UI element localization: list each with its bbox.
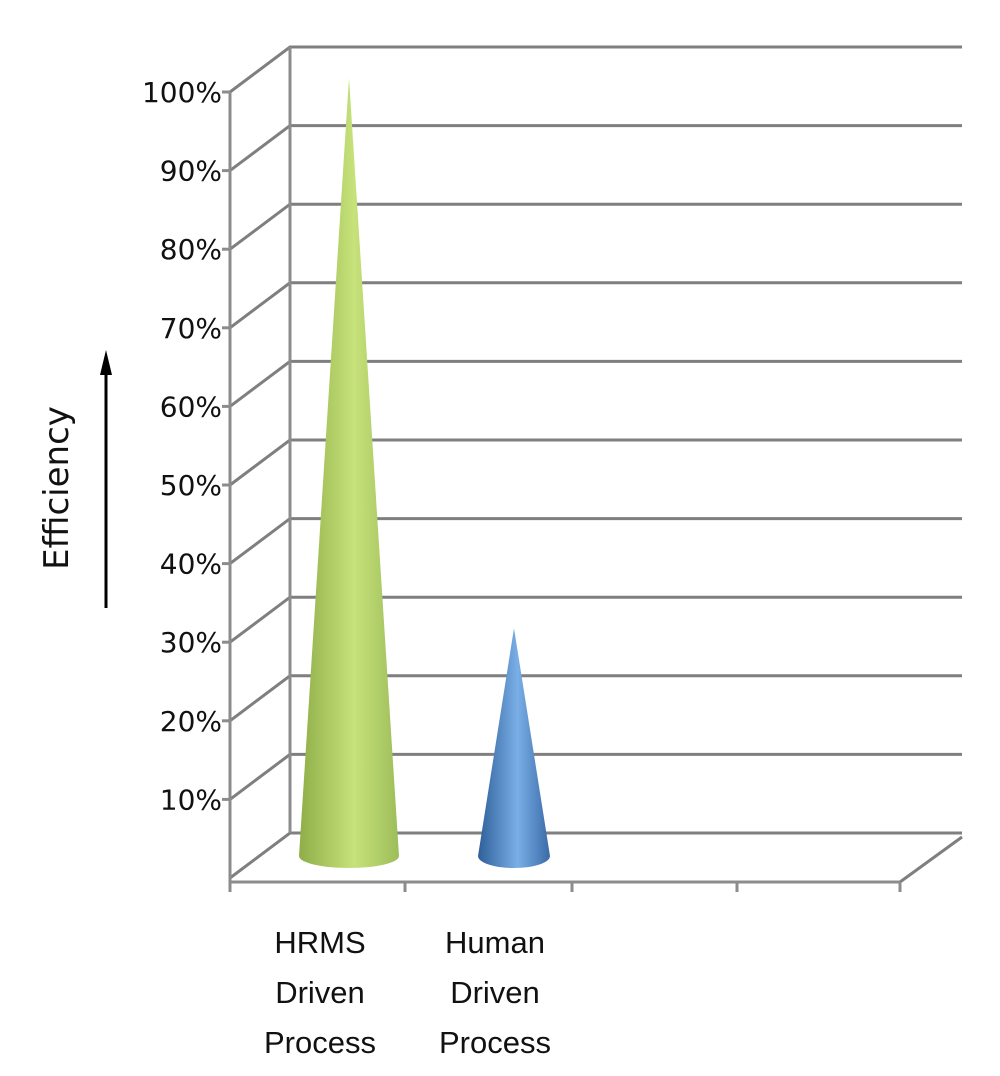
gridline	[229, 45, 962, 94]
axes	[222, 47, 902, 892]
y-tick-label: 20%	[160, 705, 222, 738]
gridline	[229, 124, 962, 172]
data-marks	[299, 78, 550, 868]
floor-edge	[899, 835, 963, 884]
x-category-label-line: Driven	[450, 975, 540, 1010]
y-axis-title: Efficiency	[37, 406, 77, 570]
x-category-label-line: Process	[264, 1025, 376, 1060]
x-category-label: HRMS Driven Process	[264, 925, 376, 1060]
y-tick-label: 90%	[160, 155, 222, 188]
x-category-label-line: Human	[445, 925, 545, 960]
tick-labels: 10% 20% 30% 40% 50% 60% 70% 80% 90% 100% HRMS Drive…	[142, 76, 551, 1060]
y-tick-label: 30%	[160, 626, 222, 659]
x-category-label: Human Driven Process	[439, 925, 551, 1060]
y-axis-arrow-head	[100, 350, 112, 375]
x-category-label-line: Driven	[275, 975, 365, 1010]
x-category-label-line: HRMS	[274, 925, 365, 960]
y-tick-label: 70%	[160, 312, 222, 345]
y-tick-label: 40%	[160, 548, 222, 581]
y-tick-label: 60%	[160, 390, 222, 423]
y-tick-label: 50%	[160, 469, 222, 502]
y-tick-label: 80%	[160, 233, 222, 266]
cone-bar	[299, 78, 399, 868]
axis-title-group: Efficiency	[37, 350, 112, 608]
y-tick-label: 100%	[142, 76, 222, 109]
x-category-label-line: Process	[439, 1025, 551, 1060]
y-tick-label: 10%	[160, 783, 222, 816]
cone-bar	[478, 628, 550, 868]
